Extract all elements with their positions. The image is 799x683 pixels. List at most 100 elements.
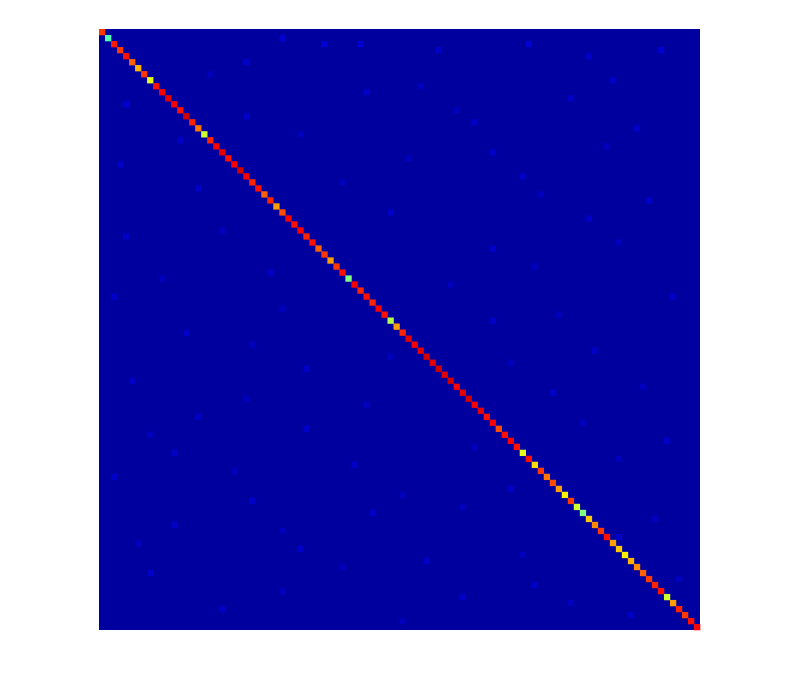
heatmap-diagonal-cell xyxy=(681,611,689,619)
heatmap-diagonal-cell xyxy=(243,173,250,180)
heatmap-diagonal-cell xyxy=(519,449,527,457)
heatmap-cell xyxy=(159,275,166,282)
heatmap-diagonal-cell xyxy=(255,185,262,192)
heatmap-diagonal-cell xyxy=(201,131,208,138)
heatmap-cell xyxy=(339,563,346,571)
heatmap-cell xyxy=(369,509,376,517)
heatmap-diagonal-cell xyxy=(573,503,581,511)
heatmap-diagonal-cell xyxy=(639,569,647,577)
heatmap-diagonal-cell xyxy=(381,311,388,318)
heatmap-cell xyxy=(663,437,671,444)
heatmap-diagonal-cell xyxy=(489,419,496,426)
heatmap-diagonal-cell xyxy=(177,107,184,114)
heatmap-cell xyxy=(279,527,286,535)
heatmap-cell xyxy=(243,395,250,402)
heatmap-diagonal-cell xyxy=(591,521,599,529)
heatmap-cell xyxy=(297,545,304,553)
heatmap-diagonal-cell xyxy=(603,533,611,541)
heatmap-diagonal-cell xyxy=(285,215,292,222)
heatmap-cell xyxy=(177,137,184,144)
heatmap-diagonal-cell xyxy=(453,383,460,390)
heatmap-diagonal-cell xyxy=(477,407,484,414)
heatmap-cell xyxy=(267,269,274,276)
heatmap-cell xyxy=(609,77,617,84)
heatmap-diagonal-cell xyxy=(249,179,256,186)
heatmap-diagonal-cell xyxy=(297,227,304,234)
heatmap-diagonal-cell xyxy=(135,65,142,72)
heatmap-diagonal-cell xyxy=(543,473,551,481)
heatmap-diagonal-cell xyxy=(225,155,232,162)
heatmap-cell xyxy=(519,551,527,559)
heatmap-cell xyxy=(435,47,442,54)
heatmap-diagonal-cell xyxy=(291,221,298,228)
heatmap-cell xyxy=(615,533,623,541)
heatmap-diagonal-cell xyxy=(513,443,520,450)
heatmap-diagonal-cell xyxy=(159,89,166,96)
heatmap-diagonal-cell xyxy=(585,515,593,523)
heatmap-cell xyxy=(111,473,118,481)
heatmap-cell xyxy=(453,107,460,114)
heatmap-cell xyxy=(615,239,623,246)
heatmap-cell xyxy=(567,599,575,607)
heatmap-cell xyxy=(579,419,587,426)
heatmap-cell xyxy=(357,41,364,48)
heatmap-diagonal-cell xyxy=(357,287,364,294)
heatmap-diagonal-cell xyxy=(141,71,148,78)
heatmap-cell xyxy=(471,443,478,450)
heatmap-cell xyxy=(279,35,286,42)
heatmap-diagonal-cell xyxy=(345,275,352,282)
heatmap-cell xyxy=(423,557,430,565)
heatmap-cell xyxy=(531,263,539,270)
heatmap-cell xyxy=(249,497,256,505)
heatmap-cell xyxy=(507,485,514,493)
heatmap-diagonal-cell xyxy=(687,617,695,625)
heatmap-cell xyxy=(243,59,250,66)
heatmap-cell xyxy=(489,149,496,156)
heatmap-cell xyxy=(531,581,539,589)
heatmap-diagonal-cell xyxy=(435,365,442,372)
heatmap-diagonal-cell xyxy=(483,413,490,420)
heatmap-cell xyxy=(171,449,178,457)
heatmap-cell xyxy=(123,101,130,108)
heatmap-cell xyxy=(297,131,304,138)
heatmap-cell xyxy=(231,467,238,475)
heatmap-diagonal-cell xyxy=(183,113,190,120)
heatmap-diagonal-cell xyxy=(495,425,502,432)
heatmap-cell xyxy=(645,197,653,204)
heatmap-cell xyxy=(363,89,370,96)
heatmap-diagonal-cell xyxy=(429,359,436,366)
heatmap-diagonal-cell xyxy=(387,317,394,324)
heatmap-diagonal-cell xyxy=(411,341,418,348)
heatmap-cell xyxy=(657,47,665,54)
heatmap-diagonal-cell xyxy=(153,83,160,90)
heatmap-diagonal-cell xyxy=(525,455,533,463)
heatmap-diagonal-cell xyxy=(567,497,575,505)
heatmap-cell xyxy=(405,155,412,162)
heatmap-diagonal-cell xyxy=(195,125,202,132)
heatmap-diagonal-cell xyxy=(147,77,154,84)
heatmap-cell xyxy=(123,233,130,240)
heatmap-cell xyxy=(219,227,226,234)
heatmap-cell xyxy=(279,587,286,595)
heatmap-cell xyxy=(603,143,611,150)
heatmap-diagonal-cell xyxy=(423,353,430,360)
heatmap-cell xyxy=(207,71,214,78)
heatmap-cell xyxy=(129,377,136,384)
heatmap-cell xyxy=(591,347,599,354)
heatmap-cell xyxy=(387,209,394,216)
heatmap-diagonal-cell xyxy=(105,35,112,42)
heatmap-diagonal-cell xyxy=(327,257,334,264)
heatmap-diagonal-cell xyxy=(693,623,701,631)
heatmap-diagonal-cell xyxy=(645,575,653,583)
heatmap-diagonal-cell xyxy=(447,377,454,384)
heatmap-cell xyxy=(195,185,202,192)
heatmap-diagonal-cell xyxy=(579,509,587,517)
heatmap-diagonal-cell xyxy=(393,323,400,330)
heatmap-diagonal-cell xyxy=(555,485,563,493)
heatmap-diagonal-cell xyxy=(675,605,683,613)
heatmap-diagonal-cell xyxy=(237,167,244,174)
heatmap-diagonal-cell xyxy=(669,599,677,607)
heatmap-cell xyxy=(585,53,593,60)
heatmap-cell xyxy=(303,365,310,372)
heatmap-diagonal-cell xyxy=(333,263,340,270)
